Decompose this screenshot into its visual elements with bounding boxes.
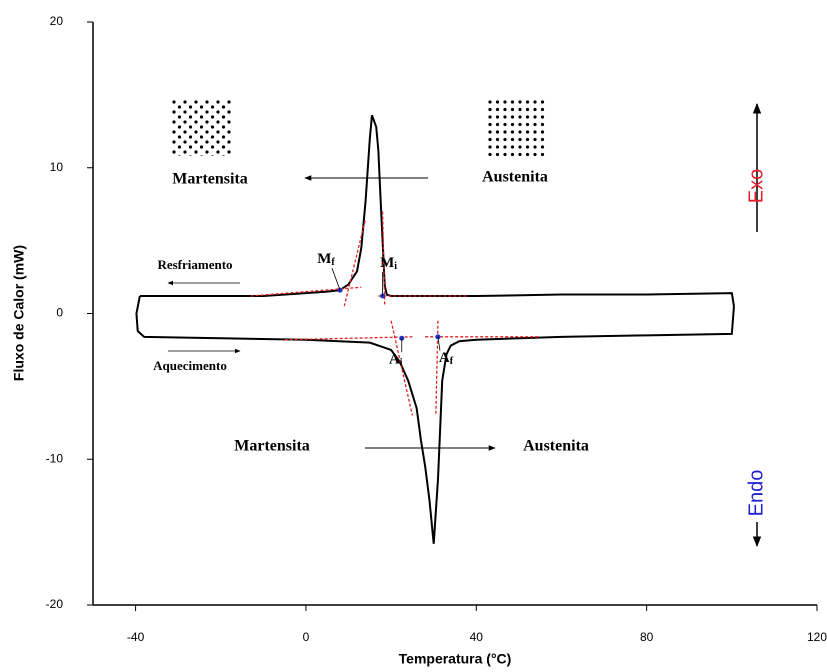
annotation: Martensita (172, 171, 248, 188)
point-label: Mi (380, 255, 397, 272)
point-label-sub: i (394, 261, 397, 272)
point-label-sub: i (400, 358, 403, 369)
curve (136, 296, 734, 544)
point-label: Ai (389, 352, 403, 369)
y-tick-label: -20 (46, 597, 64, 611)
leader (332, 268, 340, 290)
point-label-sub: f (450, 356, 454, 367)
point-label-main: A (439, 350, 450, 366)
point-label: Mf (317, 252, 335, 269)
austenite-lattice (488, 100, 545, 156)
y-tick-label: -10 (46, 451, 64, 465)
x-tick-label: 40 (470, 630, 484, 644)
point-label-sub: f (331, 257, 335, 268)
endo-label: Endo (745, 470, 767, 517)
y-tick-label: 10 (50, 160, 64, 174)
x-tick-label: 0 (303, 630, 310, 644)
point-label-main: A (389, 352, 400, 368)
tangent-line (344, 219, 365, 306)
x-tick-label: -40 (127, 630, 145, 644)
annotation: Austenita (523, 438, 589, 455)
y-tick-label: 20 (50, 14, 64, 28)
x-tick-label: 120 (807, 630, 827, 644)
point-label-main: M (380, 255, 394, 271)
martensite-lattice (172, 100, 232, 156)
y-axis-label: Fluxo de Calor (mW) (11, 245, 27, 381)
tangent-line (251, 287, 362, 296)
chart: Martensita Austenita Resfriamento Aqueci… (0, 0, 827, 672)
x-axis-label: Temperatura (°C) (399, 651, 512, 667)
y-tick-label: 0 (56, 306, 63, 320)
point-label-main: M (317, 252, 331, 268)
x-tick-label: 80 (640, 630, 654, 644)
annotation: Austenita (482, 169, 548, 186)
annotation: Resfriamento (157, 257, 232, 272)
annotation: Aquecimento (153, 358, 227, 373)
annotation: Martensita (234, 438, 310, 455)
exo-label: Exo (745, 169, 767, 203)
point-label: Af (439, 350, 454, 367)
